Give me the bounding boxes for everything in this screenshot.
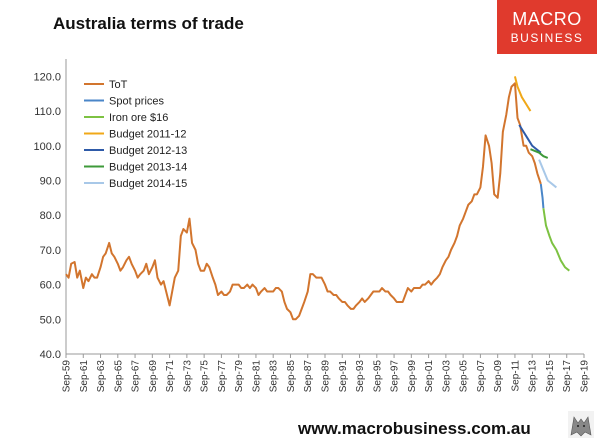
- x-tick-label: Sep-15: [545, 360, 556, 393]
- y-tick-label: 100.0: [33, 141, 61, 153]
- legend-label-budget-2011-12: Budget 2011-12: [109, 129, 186, 141]
- x-tick-label: Sep-75: [200, 360, 211, 393]
- logo-line-business: BUSINESS: [510, 31, 584, 45]
- x-tick-label: Sep-09: [493, 360, 504, 393]
- y-tick-label: 70.0: [40, 245, 61, 257]
- x-tick-labels: Sep-59 Sep-61 Sep-63 Sep-65 Sep-67 Sep-69 Sep-…: [62, 360, 591, 393]
- y-tick-label: 80.0: [40, 210, 61, 222]
- y-tick-label: 60.0: [40, 280, 61, 292]
- x-tick-label: Sep-79: [234, 360, 245, 393]
- legend-label-budget-2012-13: Budget 2012-13: [109, 145, 187, 157]
- chart-title: Australia terms of trade: [53, 14, 244, 33]
- x-tick-label: Sep-71: [165, 360, 176, 393]
- legend-label-budget-2013-14: Budget 2013-14: [109, 162, 187, 174]
- wolf-logo-icon: [568, 411, 594, 438]
- series-line-budget-2013-14: [530, 148, 549, 159]
- series-line-budget-2012-13: [518, 124, 542, 154]
- x-tick-label: Sep-73: [182, 360, 193, 393]
- series-line-spot-prices: [539, 183, 545, 209]
- legend-label-budget-2014-15: Budget 2014-15: [109, 178, 187, 190]
- logo-line-macro: MACRO: [512, 9, 582, 29]
- x-tick-label: Sep-91: [338, 360, 349, 393]
- x-tick-label: Sep-85: [286, 360, 297, 393]
- chart-legend: ToT Spot prices Iron ore $16 Budget 2011-12…: [84, 79, 187, 190]
- legend-label-tot: ToT: [109, 79, 128, 91]
- y-tick-label: 50.0: [40, 314, 61, 326]
- y-tick-label: 40.0: [40, 349, 61, 361]
- x-tick-label: Sep-81: [251, 360, 262, 393]
- x-tick-label: Sep-17: [562, 360, 573, 393]
- x-tick-label: Sep-13: [528, 360, 539, 393]
- y-tick-label: 110.0: [34, 106, 61, 118]
- x-tick-label: Sep-11: [510, 360, 521, 392]
- x-tick-label: Sep-01: [424, 360, 435, 393]
- y-tick-label: 90.0: [40, 175, 61, 187]
- y-tick-labels: 40.0 50.0 60.0 70.0 80.0 90.0 100.0 110.0 120.0: [33, 71, 61, 361]
- x-tick-label: Sep-69: [148, 360, 159, 393]
- x-tick-label: Sep-77: [217, 360, 228, 393]
- x-tick-label: Sep-83: [269, 360, 280, 393]
- x-tick-label: Sep-63: [96, 360, 107, 393]
- x-tick-label: Sep-05: [459, 360, 470, 393]
- series-line-budget-2011-12: [513, 76, 532, 112]
- x-tick-label: Sep-89: [321, 360, 332, 393]
- x-tick-label: Sep-03: [441, 360, 452, 393]
- x-tick-label: Sep-97: [390, 360, 401, 393]
- legend-label-iron-ore-16: Iron ore $16: [109, 112, 168, 124]
- y-tick-label: 120.0: [33, 71, 61, 83]
- footer-url: www.macrobusiness.com.au: [298, 419, 531, 438]
- x-tick-label: Sep-87: [303, 360, 314, 393]
- x-tick-label: Sep-95: [372, 360, 383, 393]
- legend-label-spot-prices: Spot prices: [109, 96, 165, 108]
- x-tick-label: Sep-19: [580, 360, 591, 393]
- x-tick-label: Sep-59: [62, 360, 73, 393]
- x-tick-label: Sep-07: [476, 360, 487, 393]
- x-tick-label: Sep-67: [131, 360, 142, 393]
- macrobusiness-logo: MACRO BUSINESS: [497, 0, 597, 54]
- x-tick-label: Sep-93: [355, 360, 366, 393]
- x-tick-label: Sep-61: [79, 360, 90, 393]
- chart-axes: [65, 59, 585, 358]
- series-lines: [65, 76, 570, 321]
- series-line-budget-2014-15: [538, 159, 557, 189]
- series-line-iron-ore-16: [542, 208, 570, 272]
- series-line-tot: [65, 82, 542, 321]
- x-tick-label: Sep-99: [407, 360, 418, 393]
- x-tick-label: Sep-65: [113, 360, 124, 393]
